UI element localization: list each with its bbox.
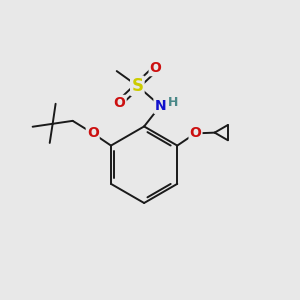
Text: S: S <box>131 77 143 95</box>
Text: O: O <box>87 126 99 140</box>
Text: H: H <box>167 96 178 109</box>
Text: N: N <box>154 99 166 113</box>
Text: O: O <box>114 96 126 110</box>
Text: O: O <box>150 61 161 75</box>
Text: O: O <box>190 126 202 140</box>
